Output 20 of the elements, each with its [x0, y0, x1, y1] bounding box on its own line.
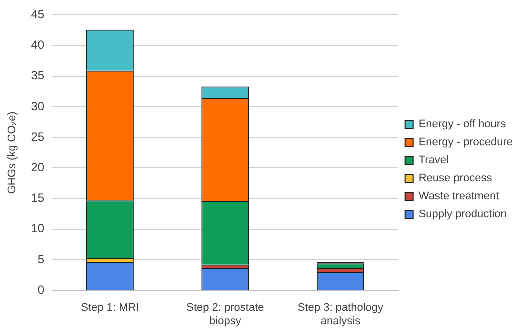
y-tick-label: 40: [31, 38, 45, 52]
legend-label: Energy - off hours: [418, 118, 507, 131]
y-tick-label: 0: [38, 282, 45, 297]
y-tick-label: 15: [31, 191, 45, 206]
legend-label: Waste treatment: [418, 190, 500, 203]
y-axis-title: GHGs (kg CO₂e): [6, 112, 19, 194]
y-tick-label: 45: [31, 8, 45, 22]
legend-label: Travel: [418, 154, 449, 167]
y-tick-label: 30: [31, 99, 45, 114]
legend-label: Supply production: [418, 208, 507, 221]
x-tick-label: Step 2: prostate biopsy: [186, 302, 264, 328]
y-tick-label: 5: [38, 252, 45, 266]
x-tick-label: Step 3: pathology analysis: [298, 302, 384, 328]
y-tick-label: 35: [31, 68, 45, 83]
y-tick-label: 10: [31, 222, 45, 236]
y-tick-label: 25: [31, 130, 45, 144]
legend-label: Energy - procedure: [418, 136, 514, 149]
y-tick-label: 20: [31, 160, 45, 175]
x-tick-label: Step 1: MRI: [81, 302, 140, 314]
legend-label: Reuse process: [418, 172, 493, 185]
